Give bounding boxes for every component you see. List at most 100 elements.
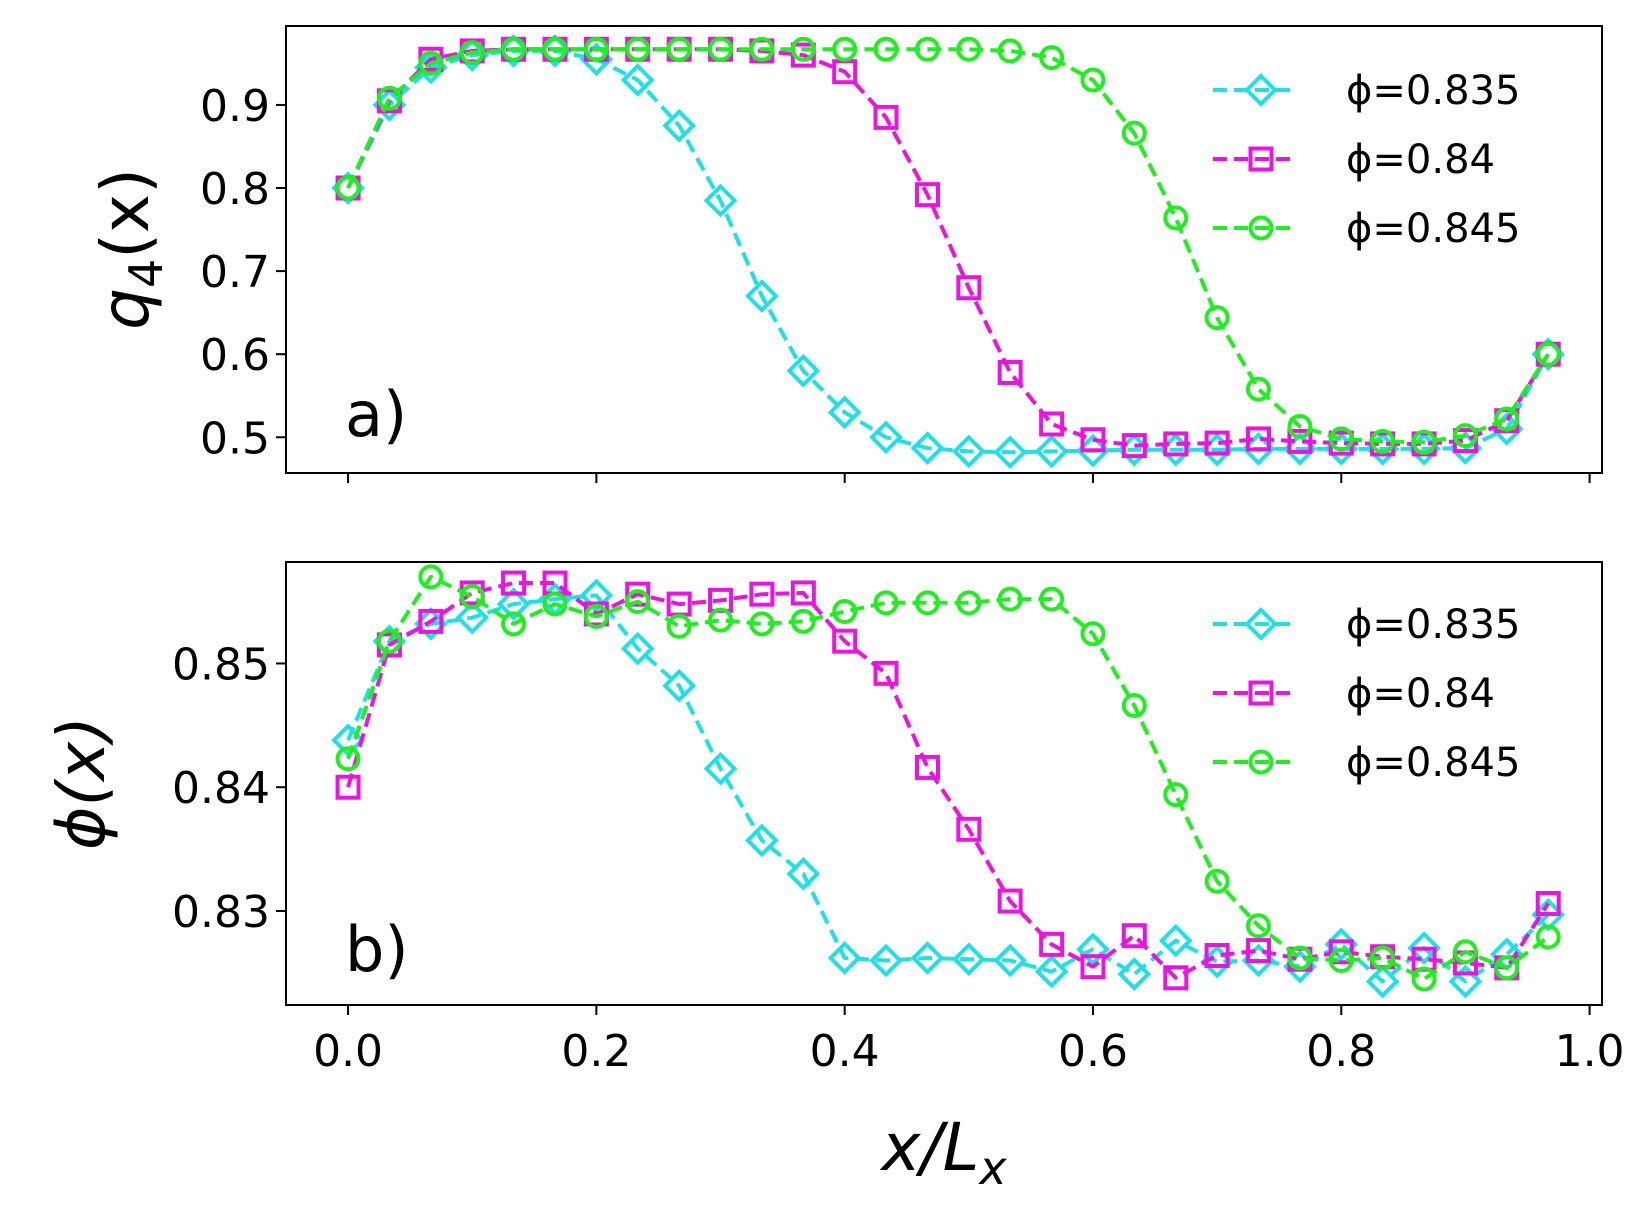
panel-b-point-phi-084 (956, 816, 982, 842)
panel-b-label: b) (345, 913, 409, 986)
panel-a-legend-item-phi-0835: ϕ=0.835 (1213, 68, 1520, 114)
panel-a-point-phi-084 (956, 275, 982, 301)
panel-b-point-phi-0835 (1034, 954, 1069, 989)
panel-b-legend-label: ϕ=0.835 (1346, 602, 1520, 648)
panel-b-point-phi-0845 (583, 603, 609, 629)
panel-a-point-phi-084 (997, 359, 1023, 385)
panel-a-point-phi-0845 (1080, 67, 1106, 93)
panel-b-point-phi-0845 (335, 746, 361, 772)
panel-a-point-phi-0845 (1411, 429, 1437, 455)
panel-a-legend-marker (1244, 73, 1278, 107)
panel-b-point-phi-084 (1039, 931, 1065, 957)
panel-b-xtick-label: 0.8 (1306, 1026, 1376, 1077)
panel-b-point-phi-0845 (1080, 621, 1106, 647)
panel-b-point-phi-084 (1245, 938, 1271, 964)
panel-b-legend-label: ϕ=0.84 (1346, 671, 1495, 717)
panel-a-point-phi-0845 (542, 36, 568, 62)
panel-a-point-phi-0845 (997, 38, 1023, 64)
panel-b-point-phi-084 (625, 581, 651, 607)
panel-b-point-phi-0835 (827, 941, 862, 975)
panel-b-point-phi-084 (1204, 943, 1230, 969)
panel-a-series (331, 34, 1566, 470)
panel-b-point-phi-0845 (1204, 868, 1230, 894)
panel-b-point-phi-084 (790, 580, 816, 606)
panel-a-point-phi-0845 (1452, 423, 1478, 449)
panel-b-point-phi-0835 (1076, 932, 1110, 967)
panel-a-point-phi-0835 (620, 63, 655, 97)
panel-a-legend-marker (1248, 215, 1274, 241)
panel-a-point-phi-0845 (1287, 413, 1313, 439)
panel-b-point-phi-0845 (625, 589, 651, 615)
panel-b-legend-item-phi-0835: ϕ=0.835 (1213, 602, 1520, 648)
panel-b-point-phi-0845 (1370, 945, 1396, 971)
panel-a-point-phi-0845 (1535, 341, 1561, 367)
panel-b-point-phi-0835 (869, 943, 903, 978)
panel-b-yticks: 0.83 0.84 0.85 (172, 639, 286, 938)
panel-b-point-phi-084 (1163, 965, 1189, 991)
panel-b-point-phi-0835 (745, 823, 779, 858)
panel-b-point-phi-0845 (418, 564, 444, 590)
panel-b-point-phi-0835 (703, 751, 738, 786)
panel-a-point-phi-084 (1163, 431, 1189, 457)
panel-b: 0.0 0.2 0.4 0.6 0.8 1.0 0.830.840.85 b) ϕ(x) … (43, 561, 1625, 1077)
panel-b-point-phi-084 (1328, 939, 1354, 965)
panel-a-legend-item-phi-084: ϕ=0.84 (1213, 137, 1495, 183)
panel-b-point-phi-084 (873, 660, 899, 686)
panel-a-legend-marker (1248, 146, 1274, 172)
panel-a-series-phi-0845 (335, 36, 1561, 455)
panel-b-point-phi-084 (832, 628, 858, 654)
panel-a-ytick-label: 0.7 (200, 247, 270, 298)
x-axis-label: x/Lx (879, 1109, 1007, 1195)
panel-a-ytick-label: 0.8 (200, 164, 270, 215)
panel-b-xtick-label: 0.0 (313, 1026, 383, 1077)
panel-a-point-phi-0835 (869, 420, 903, 455)
panel-b-point-phi-0835 (993, 943, 1028, 978)
panel-a-point-phi-0845 (1039, 45, 1065, 71)
panel-b-legend: ϕ=0.835 ϕ=0.84 ϕ=0.845 (1213, 602, 1520, 786)
panel-b-ytick-label: 0.84 (172, 763, 270, 814)
panel-b-point-phi-084 (501, 570, 527, 596)
panel-b-point-phi-084 (1121, 923, 1147, 949)
panel-a-point-phi-084 (1287, 428, 1313, 454)
panel-a-xticks (347, 473, 1591, 483)
panel-b-point-phi-0835 (455, 600, 490, 635)
panel-b-point-phi-0835 (1365, 964, 1400, 999)
panel-a-ylabel: q4(x) (87, 168, 173, 330)
panel-b-point-phi-0845 (1287, 945, 1313, 971)
panel-b-point-phi-0845 (956, 590, 982, 616)
panel-a-point-phi-0845 (1204, 305, 1230, 331)
panel-b-point-phi-084 (749, 581, 775, 607)
panel-b-point-phi-0845 (459, 584, 485, 610)
panel-a-point-phi-0845 (1245, 376, 1271, 402)
panel-a-point-phi-0845 (666, 36, 692, 62)
panel-b-point-phi-0845 (708, 607, 734, 633)
panel-a-point-phi-0845 (501, 36, 527, 62)
panel-a-point-phi-0845 (790, 36, 816, 62)
panel-a-point-phi-0845 (873, 36, 899, 62)
panel-b-point-phi-0845 (873, 590, 899, 616)
panel-a-point-phi-0835 (662, 108, 697, 143)
panel-b-point-phi-0845 (1163, 782, 1189, 808)
panel-a-point-phi-084 (1039, 411, 1065, 437)
panel-b-point-phi-0835 (620, 631, 655, 666)
panel-b-point-phi-0835 (1117, 957, 1152, 991)
panel-a-point-phi-084 (914, 182, 940, 208)
panel-a-line-phi-084 (346, 47, 1550, 448)
panel-a-point-phi-0835 (786, 353, 821, 388)
panel-a-point-phi-0845 (832, 36, 858, 62)
panel-a-point-phi-0835 (952, 434, 986, 469)
panel-b-xticks: 0.0 0.2 0.4 0.6 0.8 1.0 (313, 1005, 1625, 1077)
panel-b-point-phi-0835 (662, 668, 697, 703)
panel-b-point-phi-0835 (952, 942, 986, 977)
panel-b-point-phi-0845 (914, 590, 940, 616)
panel-b-legend-item-phi-0845: ϕ=0.845 (1213, 740, 1520, 786)
panel-a-point-phi-084 (1204, 430, 1230, 456)
panel-a-point-phi-0845 (583, 36, 609, 62)
panel-a-point-phi-0845 (625, 36, 651, 62)
panel-b-xtick-label: 0.4 (810, 1026, 880, 1077)
panel-a-point-phi-0845 (749, 36, 775, 62)
panel-b-point-phi-0845 (790, 608, 816, 634)
panel-b-point-phi-0845 (1039, 586, 1065, 612)
panel-b-point-phi-0845 (997, 586, 1023, 612)
